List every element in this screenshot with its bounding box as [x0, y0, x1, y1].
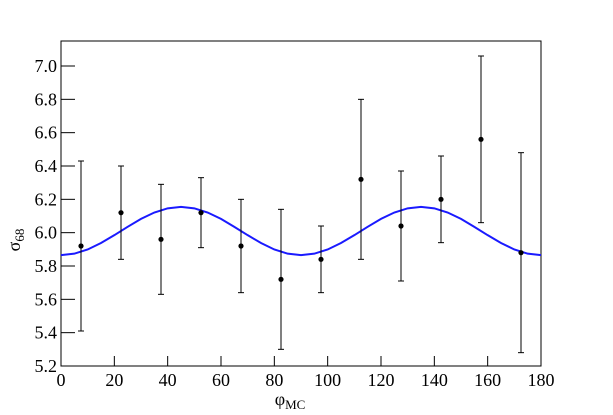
x-axis-title-sub: MC [285, 397, 305, 412]
y-axis-title-sub: 68 [12, 229, 27, 242]
y-axis-title-main: σ [4, 241, 24, 251]
x-axis-title-main: φ [275, 389, 285, 409]
point [358, 176, 364, 182]
y-tick-label: 5.4 [35, 323, 58, 343]
x-tick-label: 120 [368, 370, 395, 390]
x-tick-label: 180 [528, 370, 555, 390]
frame [60, 40, 542, 367]
x-tick-label: 80 [265, 370, 283, 390]
x-tick-label: 20 [105, 370, 123, 390]
y-tick-label: 6.0 [35, 223, 58, 243]
x-tick-label: 160 [474, 370, 501, 390]
point [278, 276, 284, 282]
x-tick-label: 0 [57, 370, 66, 390]
x-tick-label: 140 [421, 370, 448, 390]
y-tick-label: 5.2 [35, 356, 58, 376]
point [198, 210, 204, 216]
y-tick-label: 7.0 [35, 56, 58, 76]
y-tick-label: 6.6 [35, 123, 58, 143]
y-tick-label: 5.6 [35, 289, 58, 309]
point [398, 223, 404, 229]
point [78, 243, 84, 249]
x-tick-label: 40 [159, 370, 177, 390]
y-tick-label: 6.4 [35, 156, 58, 176]
y-tick-label: 6.8 [35, 89, 58, 109]
y-tick-label: 5.8 [35, 256, 58, 276]
x-tick-label: 100 [314, 370, 341, 390]
point [238, 243, 244, 249]
point [518, 250, 524, 256]
x-tick-label: 60 [212, 370, 230, 390]
y-axis-title: σ68 [4, 229, 27, 252]
fit-curve [60, 205, 542, 257]
x-axis-title: φMC [275, 389, 306, 412]
y-tick-label: 6.2 [35, 189, 58, 209]
point [478, 136, 484, 142]
point [158, 236, 164, 242]
point [118, 210, 124, 216]
point [318, 256, 324, 262]
point [438, 196, 444, 202]
